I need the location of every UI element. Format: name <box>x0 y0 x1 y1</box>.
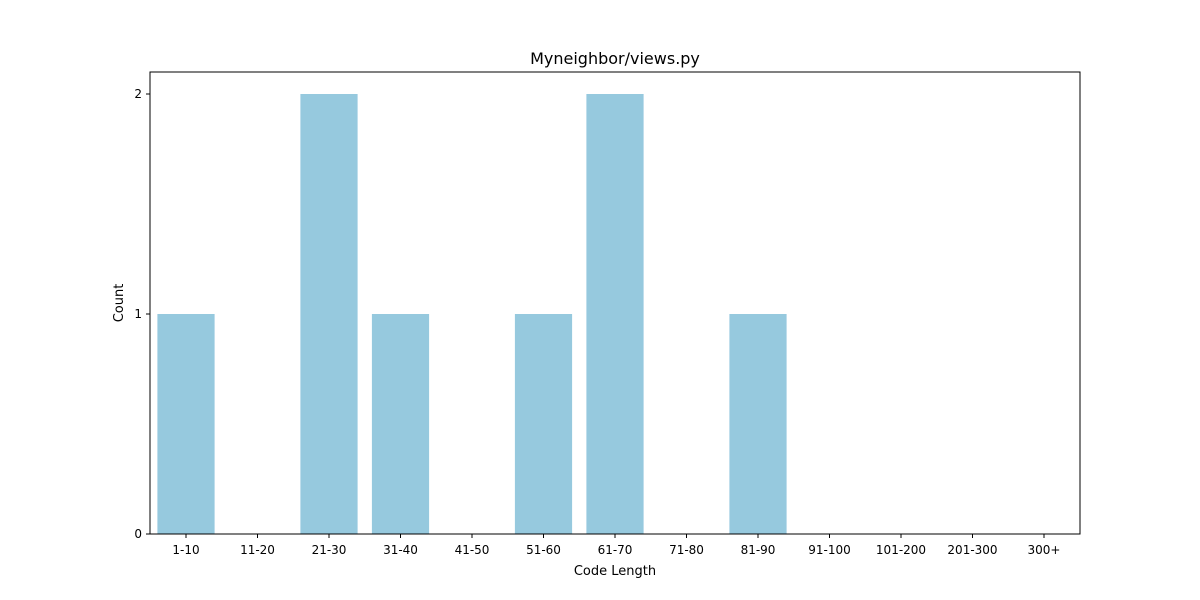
bar-61-70 <box>586 94 644 534</box>
chart-title: Myneighbor/views.py <box>530 49 700 68</box>
x-tick-label: 41-50 <box>455 543 490 557</box>
y-axis-ticks: 0 1 2 <box>134 87 150 541</box>
x-tick-label: 1-10 <box>172 543 199 557</box>
x-axis-label: Code Length <box>574 564 656 579</box>
x-tick-label: 71-80 <box>669 543 704 557</box>
x-tick-label: 300+ <box>1028 543 1061 557</box>
x-tick-label: 51-60 <box>526 543 561 557</box>
x-tick-label: 61-70 <box>598 543 633 557</box>
y-axis-label: Count <box>112 284 127 323</box>
bar-1-10 <box>157 314 215 534</box>
x-tick-label: 11-20 <box>240 543 275 557</box>
bars-group <box>157 94 787 534</box>
bar-81-90 <box>729 314 787 534</box>
x-axis-ticks: 1-10 11-20 21-30 31-40 41-50 51-60 61-70 71-80 8… <box>172 534 1060 557</box>
x-tick-label: 201-300 <box>947 543 997 557</box>
x-tick-label: 31-40 <box>383 543 418 557</box>
x-tick-label: 91-100 <box>808 543 851 557</box>
bar-51-60 <box>514 314 573 534</box>
y-tick-label: 2 <box>134 87 142 101</box>
y-tick-label: 0 <box>134 527 142 541</box>
y-tick-label: 1 <box>134 307 142 321</box>
bar-31-40 <box>371 314 430 534</box>
x-tick-label: 21-30 <box>312 543 347 557</box>
bar-21-30 <box>300 94 358 534</box>
x-tick-label: 101-200 <box>876 543 926 557</box>
x-tick-label: 81-90 <box>741 543 776 557</box>
